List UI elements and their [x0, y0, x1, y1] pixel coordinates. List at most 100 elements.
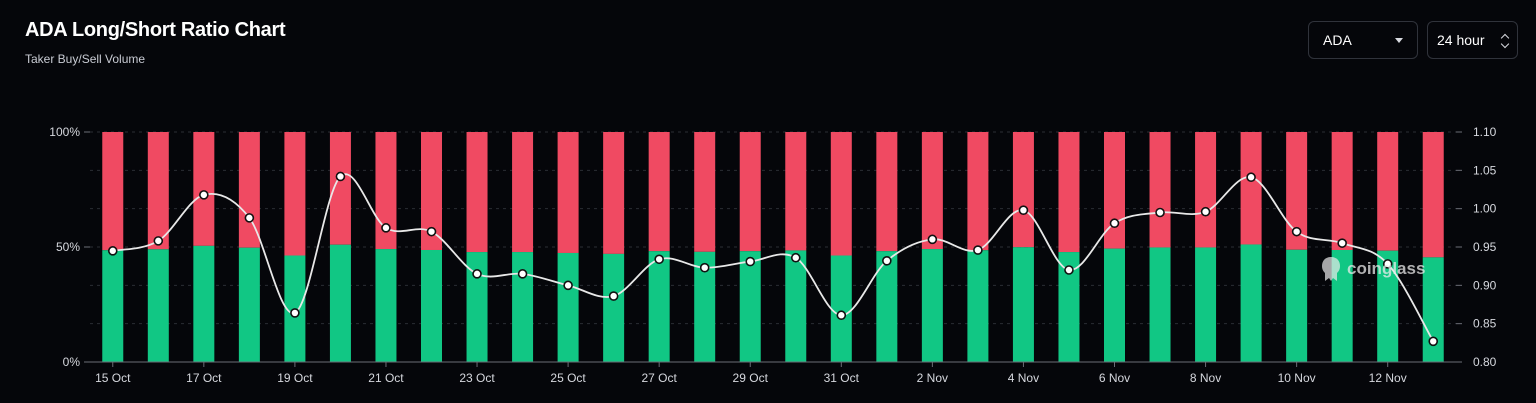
ratio-point [1337, 238, 1347, 248]
bar-short [512, 132, 534, 253]
x-tick-label: 31 Oct [824, 371, 860, 385]
ratio-point [1155, 207, 1165, 218]
bar-long [557, 252, 579, 362]
bar-short [193, 132, 215, 246]
ratio-point [1428, 336, 1439, 347]
bar-long [466, 252, 488, 362]
y-left-tick-label: 50% [56, 240, 80, 254]
chevron-down-icon [1395, 37, 1403, 43]
x-tick-label: 8 Nov [1190, 371, 1221, 385]
bar-long [238, 247, 260, 362]
bar-long [102, 250, 124, 362]
coinglass-logo-icon [1322, 257, 1340, 281]
bar-long [147, 249, 169, 362]
bar-short [557, 132, 579, 253]
bar-long [1104, 248, 1125, 362]
bar-short [694, 132, 716, 252]
bar-short [238, 132, 260, 248]
x-tick-label: 29 Oct [733, 371, 769, 385]
y-left-tick-label: 100% [49, 125, 80, 139]
y-right-tick-label: 0.80 [1473, 355, 1497, 369]
ratio-point [882, 255, 892, 266]
y-right-tick-label: 0.90 [1473, 278, 1497, 292]
x-tick-label: 15 Oct [95, 371, 131, 385]
ratio-line [107, 171, 1439, 347]
ratio-point [973, 245, 983, 255]
period-select-value: 24 hour [1437, 32, 1485, 48]
x-tick-label: 21 Oct [368, 371, 404, 385]
bar-long [329, 244, 351, 362]
bar-short [466, 132, 488, 253]
bar-long [648, 251, 670, 362]
y-right-tick-label: 1.10 [1473, 125, 1497, 139]
bar-short [421, 132, 442, 250]
x-tick-label: 12 Nov [1369, 371, 1407, 385]
bar-long [1377, 250, 1399, 362]
bar-short [830, 132, 852, 256]
ratio-point [1382, 259, 1393, 269]
ratio-point [654, 254, 664, 265]
bar-short [1149, 132, 1171, 248]
ratio-point [1064, 265, 1074, 275]
x-tick-label: 4 Nov [1008, 371, 1039, 385]
ratio-point [244, 213, 255, 223]
bar-short [921, 132, 943, 250]
bar-short [1331, 132, 1353, 250]
x-tick-label: 23 Oct [459, 371, 495, 385]
ratio-point [107, 246, 118, 256]
bar-short [648, 132, 670, 252]
bar-long [193, 245, 215, 362]
bar-short [1240, 132, 1262, 245]
bar-long [967, 250, 989, 362]
x-tick-label: 25 Oct [550, 371, 586, 385]
bar-short [967, 132, 989, 251]
bar-long [830, 255, 852, 362]
ratio-point [927, 234, 938, 245]
x-tick-label: 6 Nov [1099, 371, 1130, 385]
bar-short [147, 132, 169, 250]
bar-short [329, 132, 351, 245]
x-tick-label: 17 Oct [186, 371, 222, 385]
period-select[interactable]: 24 hour [1427, 21, 1518, 59]
chart-axes: 0% 50% 100% 0.80 0.85 0.90 0.95 1.00 1.05 1.10 15 … [49, 125, 1496, 385]
ratio-point [699, 262, 710, 273]
ratio-point [426, 226, 437, 237]
x-tick-label: 2 Nov [917, 371, 948, 385]
chart-bars [102, 132, 1444, 362]
bar-short [1377, 132, 1399, 251]
symbol-select[interactable]: ADA [1308, 21, 1418, 59]
y-right-tick-label: 1.00 [1473, 202, 1497, 216]
y-right-tick-label: 1.05 [1473, 163, 1497, 177]
ratio-point [472, 269, 482, 279]
bar-long [1149, 247, 1171, 362]
page-title: ADA Long/Short Ratio Chart [25, 19, 286, 41]
ratio-point [1246, 172, 1256, 183]
bar-long [1240, 244, 1262, 362]
y-right-tick-label: 0.85 [1473, 317, 1497, 331]
bar-short [1422, 132, 1444, 258]
bar-short [1058, 132, 1080, 253]
bar-short [284, 132, 306, 256]
bar-short [739, 132, 761, 252]
bar-long [785, 250, 807, 362]
bar-long [1195, 247, 1217, 362]
ratio-point [790, 252, 801, 263]
bar-long [876, 251, 898, 362]
bar-long [375, 249, 397, 362]
bar-long [1286, 249, 1308, 362]
ratio-point [517, 269, 528, 279]
bar-long [512, 252, 534, 362]
bar-long [1012, 247, 1034, 362]
ratio-point [1291, 226, 1302, 237]
ratio-point [153, 236, 164, 246]
bar-long [421, 249, 442, 362]
x-tick-label: 27 Oct [641, 371, 677, 385]
ratio-point [290, 308, 300, 318]
ratio-point [199, 190, 209, 200]
ratio-point [745, 256, 756, 267]
bar-short [1012, 132, 1034, 248]
bar-short [603, 132, 625, 254]
bar-long [1058, 252, 1080, 362]
ratio-point [381, 223, 391, 233]
